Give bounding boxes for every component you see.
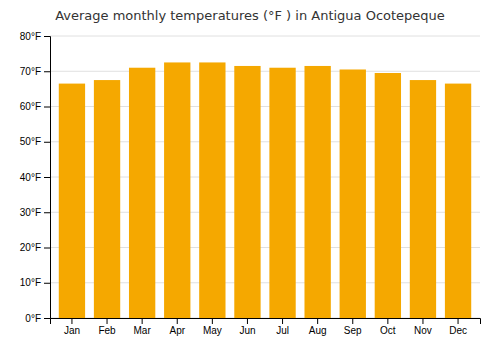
x-tick-label: May xyxy=(203,325,222,336)
bar xyxy=(199,62,225,318)
y-tick-label: 60°F xyxy=(20,101,41,112)
y-tick-label: 10°F xyxy=(20,277,41,288)
x-tick: Apr xyxy=(169,318,185,336)
y-tick: 60°F xyxy=(20,101,50,112)
grid-line xyxy=(50,36,480,37)
y-tick: 10°F xyxy=(20,277,50,288)
x-tick: Sep xyxy=(344,318,362,336)
y-tick-mark xyxy=(44,107,50,108)
bar xyxy=(340,69,366,318)
x-tick: Mar xyxy=(134,318,152,336)
y-tick: 30°F xyxy=(20,207,50,218)
chart: 0°F 10°F 20°F 30°F 40°F 50°F 60°F 70°F 80°F Jan Fe… xyxy=(0,0,500,350)
y-tick: 40°F xyxy=(20,172,50,183)
x-tick-label: Apr xyxy=(169,325,185,336)
x-tick-mark xyxy=(71,318,72,324)
bar xyxy=(234,66,260,318)
bar xyxy=(164,62,190,318)
x-tick-mark xyxy=(107,318,108,324)
x-tick: Jun xyxy=(239,318,255,336)
y-tick-mark xyxy=(44,283,50,284)
x-tick: Aug xyxy=(309,318,327,336)
x-tick-mark xyxy=(282,318,283,324)
title: Average monthly temperatures (°F ) in An… xyxy=(55,8,445,23)
x-tick-mark xyxy=(352,318,353,324)
plot: 0°F 10°F 20°F 30°F 40°F 50°F 60°F 70°F 80°F Jan Fe… xyxy=(20,31,481,336)
bar xyxy=(269,68,295,318)
x-tick: Dec xyxy=(449,318,467,336)
x-tick-mark xyxy=(142,318,143,324)
x-tick-mark xyxy=(458,318,459,324)
y-tick-label: 70°F xyxy=(20,66,41,77)
grid xyxy=(50,36,480,318)
y-tick: 20°F xyxy=(20,242,50,253)
x-axis-line xyxy=(51,319,481,325)
x-tick: Nov xyxy=(414,318,432,336)
y-tick: 80°F xyxy=(20,31,50,42)
x-tick-label: Jul xyxy=(276,325,289,336)
y-tick-mark xyxy=(44,36,50,37)
x-tick-mark xyxy=(317,318,318,324)
x-tick-label: Nov xyxy=(414,325,432,336)
x-tick-label: Jun xyxy=(239,325,255,336)
x-tick-mark xyxy=(212,318,213,324)
bar xyxy=(94,80,120,318)
y-tick-label: 20°F xyxy=(20,242,41,253)
y-tick-mark xyxy=(44,318,50,319)
bar xyxy=(445,84,471,318)
y-tick: 50°F xyxy=(20,136,50,147)
x-tick-label: Jan xyxy=(64,325,80,336)
y-tick-mark xyxy=(44,248,50,249)
y-tick: 0°F xyxy=(25,313,50,324)
x-tick-label: Aug xyxy=(309,325,327,336)
x-tick-label: Sep xyxy=(344,325,362,336)
x-tick-label: Oct xyxy=(380,325,396,336)
x-tick-label: Mar xyxy=(134,325,152,336)
y-tick-label: 0°F xyxy=(25,313,41,324)
bar xyxy=(304,66,330,318)
bar xyxy=(375,73,401,318)
grid-line xyxy=(50,71,480,72)
y-tick-label: 40°F xyxy=(20,172,41,183)
x-tick: Jul xyxy=(276,318,289,336)
bars xyxy=(59,62,471,318)
x-tick-mark xyxy=(387,318,388,324)
y-tick-mark xyxy=(44,142,50,143)
x-tick-mark xyxy=(247,318,248,324)
y-axis: 0°F 10°F 20°F 30°F 40°F 50°F 60°F 70°F 80°F xyxy=(20,31,51,324)
bar xyxy=(410,80,436,318)
y-tick-mark xyxy=(44,71,50,72)
x-tick: May xyxy=(203,318,222,336)
y-tick: 70°F xyxy=(20,66,50,77)
y-tick-mark xyxy=(44,177,50,178)
x-tick-label: Dec xyxy=(449,325,467,336)
y-axis-line xyxy=(44,37,51,319)
x-tick: Feb xyxy=(98,318,116,336)
x-axis: Jan Feb Mar Apr May Jun Jul Aug Sep Oct Nov Dec xyxy=(51,318,481,336)
y-tick-label: 80°F xyxy=(20,31,41,42)
bar xyxy=(59,84,85,318)
x-tick-mark xyxy=(177,318,178,324)
y-tick-label: 30°F xyxy=(20,207,41,218)
x-tick: Oct xyxy=(380,318,396,336)
bar xyxy=(129,68,155,318)
x-tick-label: Feb xyxy=(98,325,116,336)
y-tick-mark xyxy=(44,212,50,213)
x-tick-mark xyxy=(422,318,423,324)
x-tick: Jan xyxy=(64,318,80,336)
y-tick-label: 50°F xyxy=(20,136,41,147)
